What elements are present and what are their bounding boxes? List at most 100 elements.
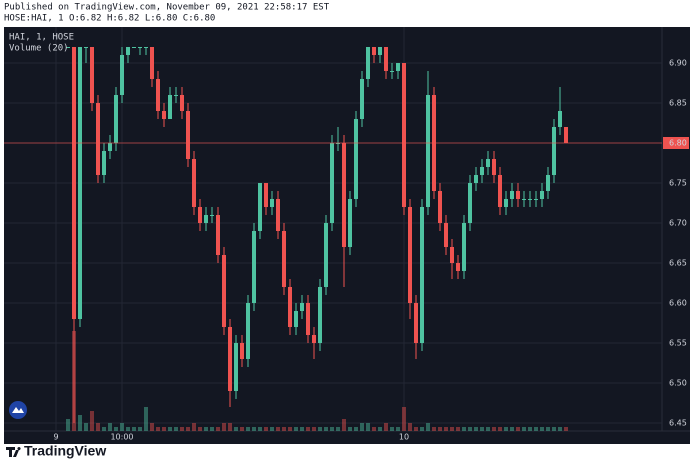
volume-bar xyxy=(102,427,106,431)
candle-body xyxy=(288,287,292,327)
volume-bar xyxy=(498,427,502,431)
candle-body xyxy=(300,303,304,311)
x-tick-label: 10:00 xyxy=(110,433,133,442)
volume-bar xyxy=(264,427,268,431)
candle-body xyxy=(312,335,316,343)
candle-body xyxy=(528,199,532,200)
volume-legend: Volume (20) xyxy=(9,44,69,54)
volume-bar xyxy=(384,423,388,431)
y-tick-label: 6.65 xyxy=(669,259,687,268)
candle-body xyxy=(96,103,100,175)
candle-body xyxy=(84,47,88,48)
candle-body xyxy=(480,167,484,175)
volume-bar xyxy=(444,427,448,431)
y-tick-label: 6.75 xyxy=(669,179,687,188)
candle-body xyxy=(510,191,514,199)
candle-body xyxy=(420,207,424,343)
volume-bar xyxy=(516,427,520,431)
candle-body xyxy=(240,343,244,359)
volume-bar xyxy=(564,427,568,431)
volume-bar xyxy=(336,427,340,431)
volume-bar xyxy=(522,427,526,431)
brand-name: TradingView xyxy=(24,443,106,459)
volume-bar xyxy=(300,427,304,431)
volume-bar xyxy=(312,427,316,431)
volume-bar xyxy=(396,427,400,431)
candle-body xyxy=(546,175,550,191)
candle-body xyxy=(438,191,442,223)
volume-bar xyxy=(114,427,118,431)
volume-bar xyxy=(360,423,364,431)
volume-bar xyxy=(432,427,436,431)
y-tick-label: 6.85 xyxy=(669,99,687,108)
volume-bar xyxy=(426,423,430,431)
candle-body xyxy=(222,255,226,327)
volume-bar xyxy=(258,427,262,431)
volume-bar xyxy=(318,427,322,431)
volume-bar xyxy=(438,427,442,431)
candle-body xyxy=(114,95,118,143)
volume-bar xyxy=(96,423,100,431)
candle-body xyxy=(120,55,124,95)
candle-body xyxy=(210,215,214,216)
candle-body xyxy=(228,327,232,391)
candle-body xyxy=(174,95,178,96)
candle-body xyxy=(534,199,538,200)
x-tick-label: 9 xyxy=(53,433,58,442)
volume-bar xyxy=(354,427,358,431)
candle-body xyxy=(90,47,94,103)
candle-body xyxy=(366,47,370,79)
volume-bar xyxy=(468,427,472,431)
candle-body xyxy=(558,111,562,127)
volume-bar xyxy=(414,427,418,431)
volume-bar xyxy=(198,427,202,431)
candle-body xyxy=(360,79,364,119)
candle-body xyxy=(180,95,184,111)
candle-body xyxy=(468,183,472,223)
candle-body xyxy=(462,223,466,271)
volume-bar xyxy=(90,411,94,431)
ohlc-line: HOSE:HAI, 1 O:6.82 H:6.82 L:6.80 C:6.80 xyxy=(4,14,215,24)
volume-bar xyxy=(156,427,160,431)
y-tick-label: 6.60 xyxy=(669,299,687,308)
x-tick-label: 10 xyxy=(399,433,409,442)
candle-body xyxy=(186,111,190,159)
volume-bar xyxy=(66,419,70,431)
volume-bar xyxy=(108,423,112,431)
candle-body xyxy=(444,223,448,247)
volume-bar xyxy=(204,427,208,431)
volume-bar xyxy=(402,407,406,431)
brand-logo xyxy=(6,447,21,457)
volume-bar xyxy=(474,427,478,431)
candle-body xyxy=(348,199,352,247)
volume-bar xyxy=(276,427,280,431)
volume-bar xyxy=(558,427,562,431)
candle-body xyxy=(408,207,412,303)
y-tick-label: 6.45 xyxy=(669,419,687,428)
candle-body xyxy=(498,175,502,207)
volume-bar xyxy=(78,415,82,431)
volume-bar xyxy=(390,427,394,431)
volume-bar xyxy=(210,427,214,431)
volume-bar xyxy=(192,423,196,431)
volume-bar xyxy=(132,427,136,431)
candle-body xyxy=(318,287,322,343)
volume-bar xyxy=(138,427,142,431)
candle-body xyxy=(564,127,568,143)
candle-body xyxy=(144,47,148,48)
volume-bar xyxy=(330,427,334,431)
candle-body xyxy=(474,175,478,183)
plot: 6.45 6.50 6.55 6.60 6.65 6.70 6.75 6.80 6.85 6.90… xyxy=(4,27,689,442)
volume-bar xyxy=(240,427,244,431)
volume-bar xyxy=(288,427,292,431)
candle-body xyxy=(150,47,154,79)
volume-bar xyxy=(270,427,274,431)
candle-body xyxy=(264,183,268,207)
last-price-box xyxy=(663,137,689,149)
volume-bar xyxy=(408,423,412,431)
last-price-label: 6.80 xyxy=(669,139,687,148)
volume-bar xyxy=(504,427,508,431)
candle-body xyxy=(234,343,238,391)
volume-bar xyxy=(246,427,250,431)
